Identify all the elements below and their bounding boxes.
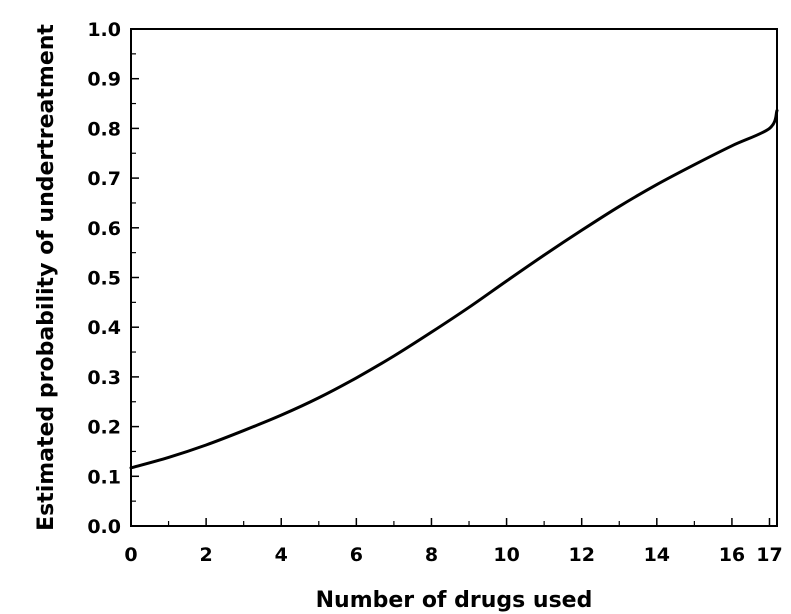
y-axis-title: Estimated probability of undertreatment	[34, 24, 59, 531]
x-axis-title: Number of drugs used	[316, 588, 593, 613]
x-tick-label: 14	[644, 544, 670, 566]
x-tick-label: 10	[493, 544, 519, 566]
series-line	[129, 109, 779, 470]
x-axis-ticks: 0 2 4 6 8 10 12 14 16 17	[124, 518, 783, 566]
y-tick-label: 0.5	[87, 268, 121, 290]
y-tick-label: 0.4	[87, 317, 121, 339]
x-tick-label: 0	[124, 544, 137, 566]
y-tick-label: 0.0	[87, 516, 121, 538]
y-tick-label: 0.1	[87, 466, 121, 488]
y-tick-label: 1.0	[87, 19, 121, 41]
x-tick-label: 8	[425, 544, 438, 566]
y-tick-label: 0.2	[87, 417, 121, 439]
y-axis-ticks: 0.0 0.1 0.2 0.3 0.4 0.5 0.6 0.7 0.8 0.9 1.0	[87, 19, 139, 538]
y-tick-label: 0.9	[87, 69, 121, 91]
x-tick-label: 16	[719, 544, 745, 566]
y-tick-label: 0.7	[87, 168, 121, 190]
y-tick-label: 0.3	[87, 367, 121, 389]
y-tick-label: 0.6	[87, 218, 121, 240]
plot-area-frame	[130, 28, 778, 527]
series-layer	[129, 109, 779, 470]
x-tick-label: 6	[350, 544, 363, 566]
y-tick-label: 0.8	[87, 118, 121, 140]
x-tick-label: 12	[568, 544, 594, 566]
x-tick-label: 4	[275, 544, 288, 566]
x-tick-label: 17	[756, 544, 782, 566]
x-tick-label: 2	[199, 544, 212, 566]
